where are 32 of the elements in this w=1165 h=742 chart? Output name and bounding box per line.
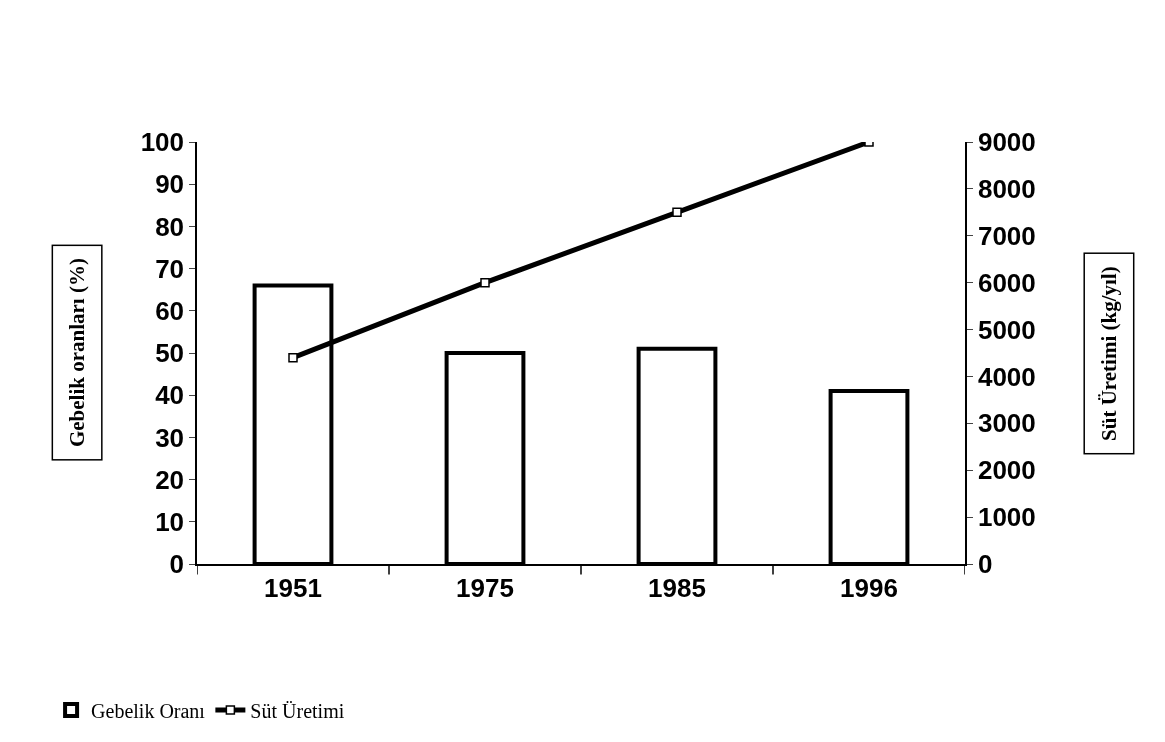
y-tick-label: 0 (169, 549, 185, 580)
y-tick-label: 20 (155, 464, 185, 495)
legend-label: Gebelik Oranı (91, 699, 206, 722)
y2-tick-label: 3000 (977, 408, 1036, 439)
x-tick-label: 1975 (456, 572, 514, 603)
y2-tick-label: 2000 (977, 455, 1036, 486)
y-tick-label: 80 (155, 211, 185, 242)
y2-tick-label: 0 (977, 549, 993, 580)
y-axis-title: Gebelik oranları (%) (65, 258, 90, 448)
y2-tick-label: 4000 (977, 361, 1036, 392)
point (288, 352, 298, 363)
y-tick-label: 60 (155, 295, 185, 326)
x-tick-label: 1951 (264, 572, 322, 603)
legend-label: Süt Üretimi (250, 699, 345, 722)
x-tick-label: 1985 (648, 572, 706, 603)
y-tick-label: 10 (155, 506, 185, 537)
y-tick-label: 70 (155, 253, 185, 284)
y2-tick-label: 9000 (977, 127, 1036, 158)
y-tick-label: 90 (155, 169, 185, 200)
point (480, 277, 490, 288)
y2-tick-label: 5000 (977, 314, 1036, 345)
y2-tick-label: 7000 (977, 220, 1036, 251)
x-tick-label: 1996 (840, 572, 898, 603)
y2-axis-title: Süt Üretimi (kg/yıl) (1096, 266, 1121, 441)
y-tick-label: 100 (140, 127, 185, 158)
y-tick-label: 30 (155, 422, 185, 453)
point (672, 207, 682, 218)
y2-tick-label: 8000 (977, 173, 1036, 204)
y2-tick-label: 1000 (977, 502, 1036, 533)
y2-tick-label: 6000 (977, 267, 1036, 298)
y-tick-label: 50 (155, 338, 185, 369)
y-tick-label: 40 (155, 380, 185, 411)
